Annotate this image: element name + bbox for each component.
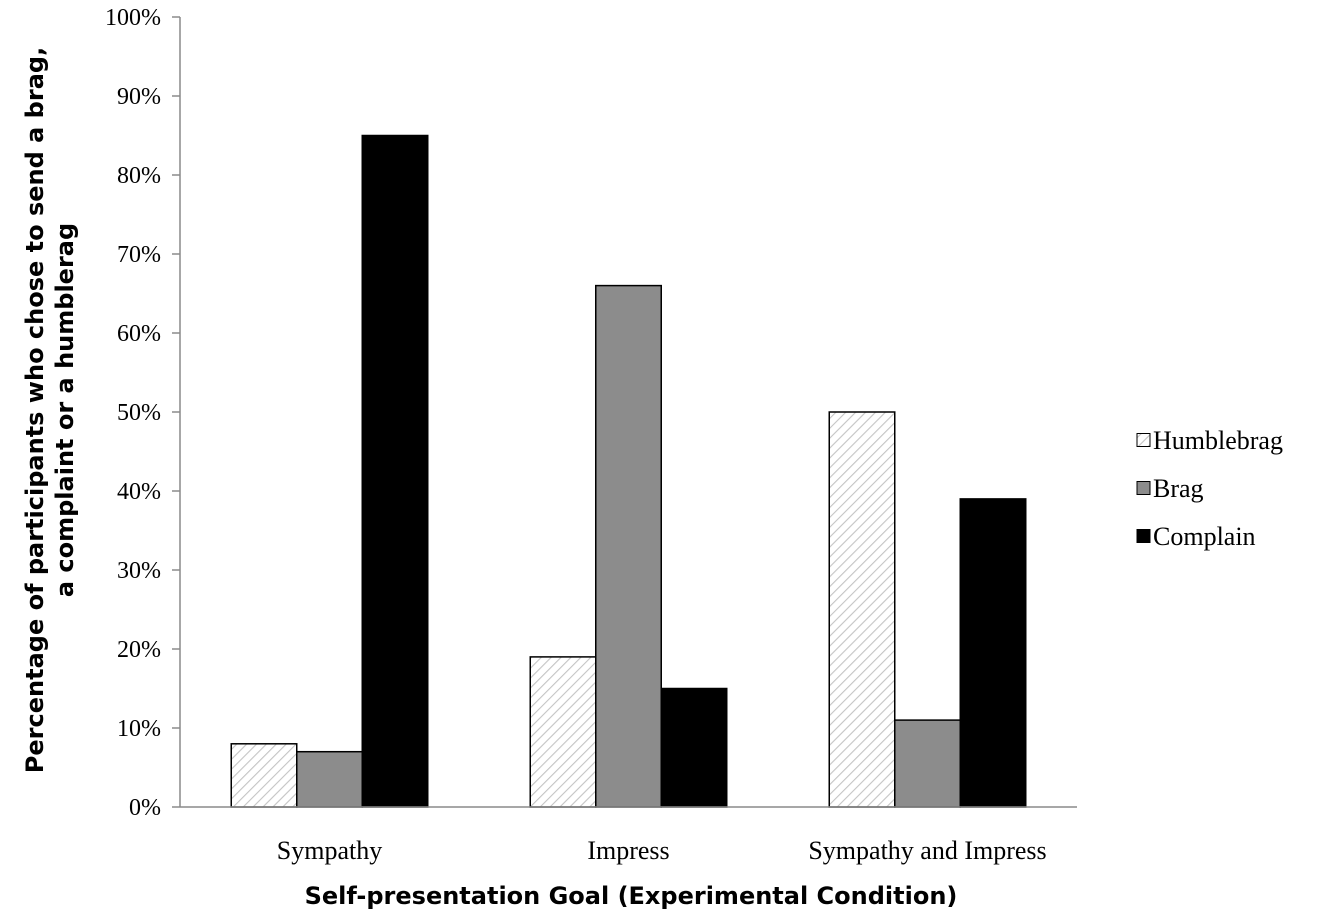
legend-swatch-complain [1136, 529, 1151, 543]
legend-label-complain: Complain [1153, 522, 1256, 551]
x-axis-labels: Sympathy Impress Sympathy and Impress [277, 836, 1047, 865]
y-tick-label: 50% [117, 400, 161, 426]
y-tick-label: 10% [117, 716, 161, 742]
y-tick-label: 20% [117, 637, 161, 663]
y-axis-title-line-1: Percentage of participants who chose to … [21, 47, 49, 773]
y-tick-label: 100% [105, 5, 161, 31]
x-tick-label: Sympathy and Impress [808, 836, 1046, 865]
bars [230, 134, 1027, 808]
x-tick-label: Sympathy [277, 836, 382, 865]
bar-humblebrag-impress [529, 656, 597, 808]
y-tick-label: 40% [117, 479, 161, 505]
legend-swatch-humblebrag [1136, 433, 1151, 447]
bar-brag-sympathy-and-impress [894, 719, 961, 808]
y-axis-ticks: 0% 10% 20% 30% 40% 50% 60% 70% 80% 90% 100% [105, 5, 180, 821]
legend-label-humblebrag: Humblebrag [1153, 426, 1283, 455]
legend-swatch-brag [1136, 481, 1151, 495]
bar-complain-sympathy [361, 134, 429, 808]
y-tick-label: 30% [117, 558, 161, 584]
x-tick-label: Impress [587, 836, 669, 865]
bar-complain-sympathy-and-impress [959, 498, 1027, 808]
legend-label-brag: Brag [1153, 474, 1204, 503]
bar-brag-sympathy [296, 750, 363, 808]
y-axis-title-line-2: a complaint or a humblerag [51, 223, 79, 597]
legend: Humblebrag Brag Complain [1136, 426, 1283, 551]
bar-brag-impress [595, 284, 662, 808]
bar-humblebrag-sympathy [230, 743, 298, 808]
y-axis-title: Percentage of participants who chose to … [21, 47, 79, 773]
x-axis-title: Self-presentation Goal (Experimental Con… [305, 882, 958, 910]
y-tick-label: 70% [117, 242, 161, 268]
y-tick-label: 80% [117, 163, 161, 189]
y-tick-label: 0% [129, 795, 161, 821]
y-tick-label: 60% [117, 321, 161, 347]
y-tick-label: 90% [117, 84, 161, 110]
bar-humblebrag-sympathy-and-impress [828, 411, 896, 808]
bar-complain-impress [660, 687, 728, 808]
